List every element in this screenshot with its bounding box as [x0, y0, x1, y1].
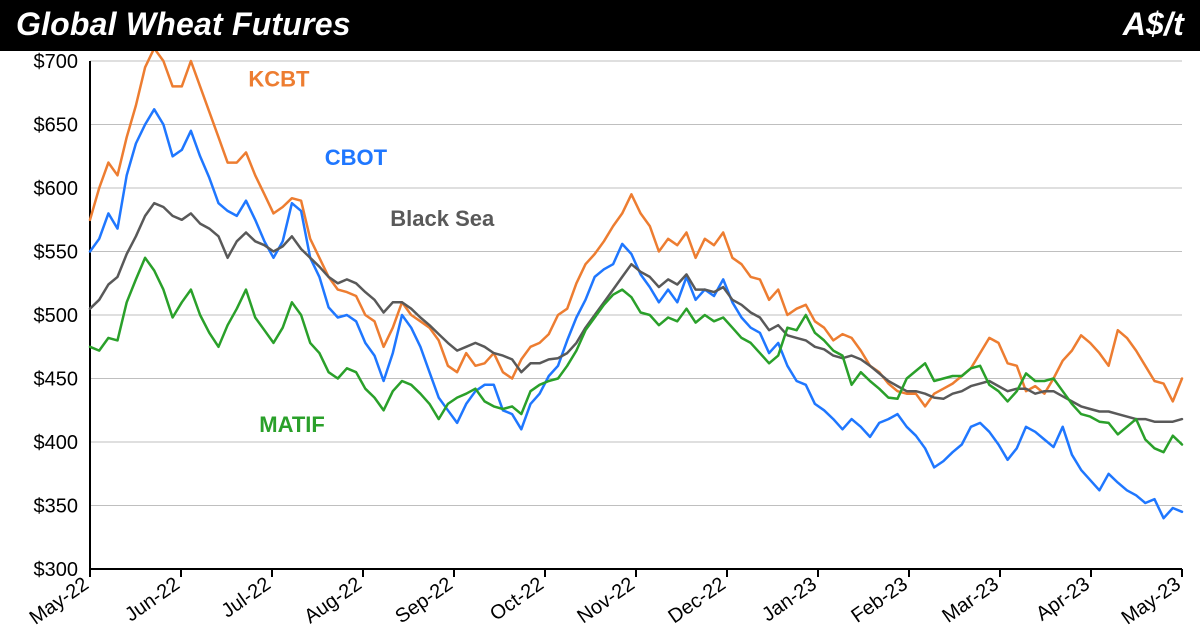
x-tick-label: Jan-23 — [758, 573, 821, 626]
y-tick-label: $500 — [34, 305, 79, 327]
y-tick-label: $700 — [34, 51, 79, 73]
chart-area: $300 $350 $400 $450 $500 $550 $600 $650 $700 May-… — [0, 51, 1200, 630]
x-tick-label: Dec-22 — [664, 573, 729, 628]
series-label-black-sea: Black Sea — [390, 206, 495, 231]
series-label-kcbt: KCBT — [248, 66, 310, 91]
x-tick-label: Oct-22 — [486, 573, 548, 625]
y-tick-label: $350 — [34, 496, 79, 518]
x-tick-label: Mar-23 — [938, 573, 1003, 627]
x-tick-label: Sep-22 — [391, 573, 456, 628]
y-tick-label: $600 — [34, 178, 79, 200]
series-matif — [90, 258, 1182, 452]
x-tick-label: Jul-22 — [218, 573, 275, 622]
series-label-cbot: CBOT — [325, 145, 388, 170]
x-tick-label: Jun-22 — [121, 573, 184, 626]
x-tick-label: May-23 — [1118, 573, 1185, 629]
chart-title: Global Wheat Futures — [16, 6, 351, 43]
x-tick-label: Apr-23 — [1032, 573, 1094, 625]
chart-unit: A$/t — [1123, 6, 1184, 43]
y-tick-label: $300 — [34, 559, 79, 581]
x-tick-label: May-22 — [26, 573, 93, 629]
y-tick-label: $450 — [34, 369, 79, 391]
line-chart: $300 $350 $400 $450 $500 $550 $600 $650 $700 May-… — [0, 51, 1200, 630]
y-tick-label: $400 — [34, 432, 79, 454]
series-label-matif: MATIF — [259, 412, 325, 437]
chart-header: Global Wheat Futures A$/t — [0, 0, 1200, 51]
y-tick-label: $550 — [34, 242, 79, 264]
x-tick-label: Nov-22 — [573, 573, 638, 628]
x-tick-label: Feb-23 — [847, 573, 912, 627]
series-kcbt — [90, 51, 1182, 406]
y-tick-label: $650 — [34, 115, 79, 137]
x-tick-label: Aug-22 — [300, 573, 365, 628]
